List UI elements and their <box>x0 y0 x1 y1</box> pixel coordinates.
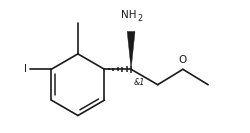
Text: 2: 2 <box>137 14 142 23</box>
Polygon shape <box>127 32 134 69</box>
Text: NH: NH <box>120 10 136 20</box>
Text: O: O <box>178 55 186 65</box>
Text: I: I <box>24 64 28 74</box>
Text: &1: &1 <box>133 78 145 87</box>
